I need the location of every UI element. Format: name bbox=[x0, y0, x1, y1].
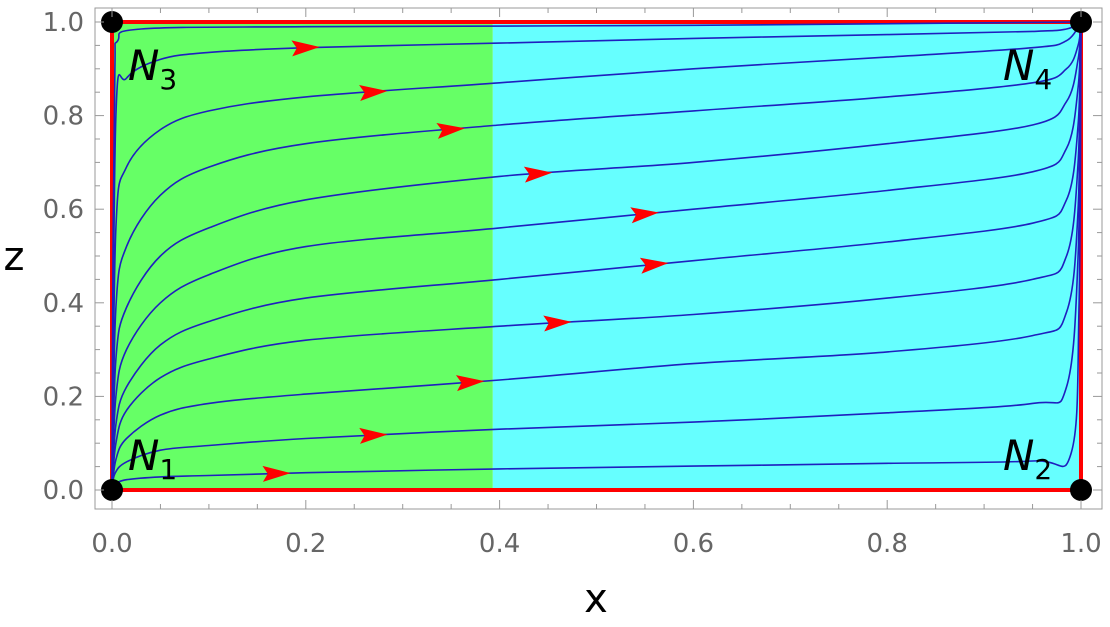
x-tick-label: 1.0 bbox=[1060, 529, 1101, 559]
direction-arrow bbox=[523, 166, 553, 183]
fixed-point-marker bbox=[1070, 11, 1092, 33]
direction-arrow bbox=[359, 85, 388, 101]
x-tick-label: 0.6 bbox=[673, 529, 714, 559]
plot-area: N1 N2 N3 N4 bbox=[101, 11, 1092, 501]
trajectory-line bbox=[111, 21, 1082, 491]
y-axis-label: z bbox=[4, 234, 25, 280]
region-green bbox=[112, 22, 493, 490]
trajectory-line bbox=[111, 21, 1082, 491]
x-tick-label: 0.0 bbox=[91, 529, 132, 559]
trajectory-line bbox=[111, 21, 1082, 491]
nodes: N1 N2 N3 N4 bbox=[101, 11, 1092, 501]
direction-arrow bbox=[436, 122, 466, 139]
trajectory-line bbox=[111, 21, 1082, 491]
trajectory-line bbox=[111, 21, 1082, 491]
trajectory-arrows bbox=[262, 40, 669, 482]
direction-arrow bbox=[630, 207, 659, 224]
region-cyan bbox=[492, 22, 1081, 490]
trajectory-line bbox=[111, 21, 1082, 491]
trajectory-line bbox=[111, 21, 1082, 491]
direction-arrow bbox=[291, 40, 320, 57]
x-tick-label: 0.2 bbox=[285, 529, 326, 559]
y-tick-label: 0.4 bbox=[43, 289, 84, 319]
trajectory-line bbox=[111, 21, 1082, 491]
frame-ticks bbox=[95, 8, 1102, 509]
direction-arrow bbox=[639, 257, 669, 274]
fixed-point-label: N4 bbox=[1003, 41, 1052, 96]
direction-arrow bbox=[455, 375, 485, 392]
fixed-point-marker bbox=[101, 479, 123, 501]
fixed-point-marker bbox=[101, 11, 123, 33]
x-tick-label: 0.4 bbox=[479, 529, 520, 559]
y-tick-label: 0.2 bbox=[43, 382, 84, 412]
direction-arrow bbox=[543, 315, 572, 332]
trajectory-line bbox=[111, 21, 1082, 491]
plot-frame bbox=[94, 7, 1103, 510]
direction-arrow bbox=[262, 465, 291, 482]
x-tick-label: 0.8 bbox=[867, 529, 908, 559]
y-tick-label: 1.0 bbox=[43, 8, 84, 38]
fixed-point-label: N2 bbox=[1003, 431, 1052, 486]
trajectory-line bbox=[111, 21, 1082, 491]
y-tick-label: 0.6 bbox=[43, 195, 84, 225]
direction-arrow bbox=[359, 427, 388, 444]
x-axis-label: x bbox=[584, 576, 608, 622]
y-tick-label: 0.0 bbox=[43, 476, 84, 506]
fixed-point-label: N3 bbox=[128, 41, 177, 96]
x-axis: 0.0 0.2 0.4 0.6 0.8 1.0 bbox=[91, 529, 1101, 559]
trajectories bbox=[111, 21, 1082, 491]
boundary-rect bbox=[110, 20, 1083, 492]
fixed-point-marker bbox=[1070, 479, 1092, 501]
fixed-point-label: N1 bbox=[128, 431, 177, 486]
y-tick-label: 0.8 bbox=[43, 102, 84, 132]
trajectory-line bbox=[111, 21, 1082, 491]
y-axis: 0.0 0.2 0.4 0.6 0.8 1.0 bbox=[43, 8, 84, 506]
